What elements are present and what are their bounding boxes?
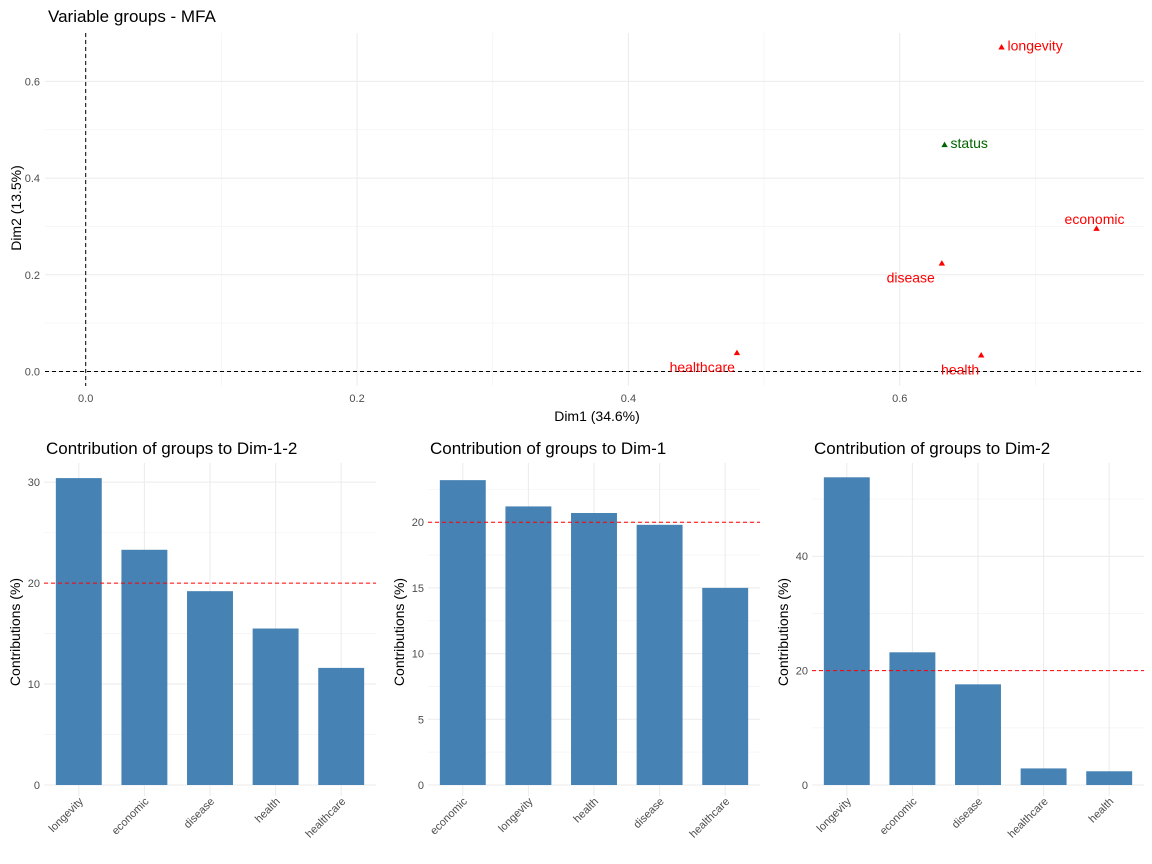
x-tick-label: 0.4 bbox=[621, 393, 636, 405]
bar-y-axis-title: Contributions (%) bbox=[391, 578, 407, 686]
y-tick-label: 10 bbox=[28, 679, 40, 691]
scatter-points: longevity status economic disease healthcare… bbox=[670, 38, 1125, 378]
bar-economic bbox=[889, 652, 936, 785]
point-label-disease: disease bbox=[887, 270, 935, 286]
y-tick-label: 0.4 bbox=[25, 173, 40, 185]
x-tick-label: disease bbox=[950, 796, 985, 831]
y-tick-label: 5 bbox=[418, 714, 424, 726]
point-marker-disease bbox=[938, 260, 946, 266]
bar-disease bbox=[636, 524, 683, 785]
bar-longevity bbox=[505, 506, 552, 785]
bar-y-axis-title: Contributions (%) bbox=[775, 578, 791, 686]
scatter-y-axis-title: Dim2 (13.5%) bbox=[8, 165, 24, 251]
y-tick-label: 30 bbox=[28, 477, 40, 489]
bar-economic bbox=[439, 480, 486, 785]
y-tick-label: 20 bbox=[412, 517, 424, 529]
x-tick-label: health bbox=[1087, 796, 1117, 826]
y-ticks: 0 20 40 bbox=[796, 551, 808, 792]
x-tick-label: healthcare bbox=[1006, 796, 1051, 841]
x-tick-label: economic bbox=[878, 795, 920, 837]
x-tick-label: longevity bbox=[815, 795, 855, 835]
x-tick-label: longevity bbox=[496, 795, 536, 835]
bar-healthcare bbox=[702, 587, 749, 785]
scatter-reference-lines bbox=[45, 33, 1144, 386]
scatter-panel: Variable groups - MFA 0.0 0.2 0.4 0.6 0.00.… bbox=[8, 7, 1144, 424]
scatter-grid bbox=[45, 33, 1144, 386]
x-tick-label: disease bbox=[631, 796, 666, 831]
scatter-x-ticks: 0.0 0.2 0.4 0.6 bbox=[78, 393, 907, 405]
x-tick-label: healthcare bbox=[304, 796, 349, 841]
bars bbox=[55, 478, 365, 785]
point-marker-status bbox=[941, 141, 948, 148]
y-tick-label: 10 bbox=[412, 649, 424, 661]
bars bbox=[439, 480, 749, 785]
bar-chart-title: Contribution of groups to Dim-1-2 bbox=[46, 439, 297, 458]
y-tick-label: 0 bbox=[802, 780, 808, 792]
x-ticks: longevity economic disease health healthcare bbox=[47, 795, 349, 840]
y-tick-label: 20 bbox=[28, 578, 40, 590]
y-tick-label: 0 bbox=[418, 780, 424, 792]
point-label-healthcare: healthcare bbox=[670, 359, 736, 375]
x-tick-label: 0.6 bbox=[892, 393, 907, 405]
x-tick-label: healthcare bbox=[688, 796, 733, 841]
point-label-economic: economic bbox=[1065, 211, 1125, 227]
scatter-y-ticks: 0.0 0.2 0.4 0.6 bbox=[25, 76, 40, 378]
x-ticks: longevity economic disease healthcare health bbox=[815, 795, 1117, 840]
y-tick-label: 0.2 bbox=[25, 270, 40, 282]
x-tick-label: longevity bbox=[47, 795, 87, 835]
x-tick-label: health bbox=[571, 796, 601, 826]
point-label-longevity: longevity bbox=[1008, 38, 1063, 54]
scatter-title: Variable groups - MFA bbox=[48, 7, 217, 26]
x-tick-label: economic bbox=[428, 795, 470, 837]
point-label-status: status bbox=[951, 135, 988, 151]
bar-panel-dim-1: Contribution of groups to Dim-1 Contribu… bbox=[391, 439, 760, 840]
bar-healthcare bbox=[318, 667, 365, 785]
bar-healthcare bbox=[1020, 768, 1067, 785]
bar-panel-dim-1-2: Contribution of groups to Dim-1-2 Contri… bbox=[7, 439, 376, 840]
bar-y-axis-title: Contributions (%) bbox=[7, 578, 23, 686]
x-ticks: economic longevity health disease healthcare bbox=[428, 795, 732, 840]
bar-chart-title: Contribution of groups to Dim-1 bbox=[430, 439, 666, 458]
x-tick-label: 0.2 bbox=[349, 393, 364, 405]
y-tick-label: 0.0 bbox=[25, 366, 40, 378]
bar-disease bbox=[955, 684, 1001, 785]
bar-health bbox=[1086, 771, 1133, 785]
bar-chart-title: Contribution of groups to Dim-2 bbox=[814, 439, 1050, 458]
bar-disease bbox=[187, 591, 233, 785]
scatter-x-axis-title: Dim1 (34.6%) bbox=[554, 408, 640, 424]
point-marker-longevity bbox=[998, 44, 1005, 50]
y-tick-label: 20 bbox=[796, 666, 808, 678]
bar-economic bbox=[121, 549, 168, 785]
y-ticks: 0 5 10 15 20 bbox=[412, 517, 424, 792]
x-tick-label: disease bbox=[182, 796, 217, 831]
bars bbox=[823, 477, 1133, 785]
point-marker-economic bbox=[1093, 225, 1100, 231]
bar-panel-dim-2: Contribution of groups to Dim-2 Contribu… bbox=[775, 439, 1144, 840]
y-ticks: 0 10 20 30 bbox=[28, 477, 40, 792]
y-tick-label: 0 bbox=[34, 780, 40, 792]
point-marker-healthcare bbox=[733, 349, 741, 356]
bar-longevity bbox=[55, 478, 102, 785]
bar-longevity bbox=[823, 477, 870, 785]
x-tick-label: economic bbox=[110, 795, 152, 837]
bar-health bbox=[252, 628, 299, 785]
y-tick-label: 0.6 bbox=[25, 76, 40, 88]
y-tick-label: 15 bbox=[412, 583, 424, 595]
bar-health bbox=[571, 512, 617, 785]
x-tick-label: 0.0 bbox=[78, 393, 93, 405]
point-marker-health bbox=[977, 352, 985, 358]
y-tick-label: 40 bbox=[796, 551, 808, 563]
point-label-health: health bbox=[941, 362, 979, 378]
x-tick-label: health bbox=[253, 796, 283, 826]
